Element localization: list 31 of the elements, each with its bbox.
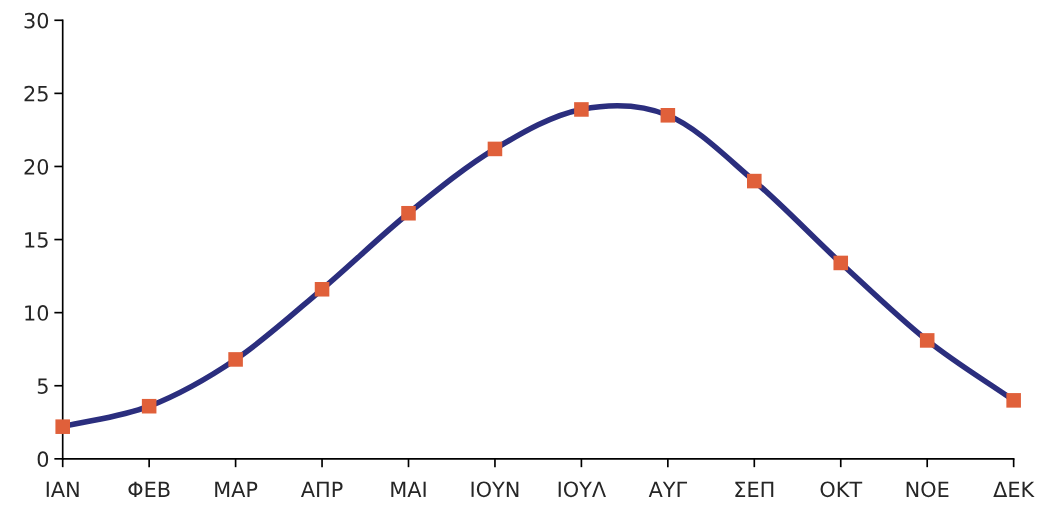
point	[55, 419, 70, 434]
point	[487, 141, 503, 157]
point	[833, 255, 849, 271]
x-tick-label: ΜΑΙ	[391, 481, 426, 497]
point	[401, 205, 416, 221]
y-tick-label: 5	[37, 378, 48, 394]
y-tick-label: 20	[24, 158, 49, 175]
x-tick-label: ΔΕΚ	[993, 481, 1035, 497]
x-tick-label: ΣΕΠ	[735, 481, 774, 497]
point	[228, 352, 243, 367]
x-tick-label: ΙΟΥΝ	[471, 481, 519, 498]
x-tick-label: ΙΑΝ	[46, 481, 79, 497]
point	[660, 108, 676, 123]
x-tick-label: ΙΟΥΛ	[558, 481, 606, 498]
x-tick-label: ΝΟΕ	[906, 481, 949, 498]
y-tick-label: 10	[25, 305, 49, 321]
point	[747, 173, 762, 189]
point	[919, 333, 935, 348]
y-tick-label: 25	[24, 85, 48, 102]
y-tick-label: 15	[25, 232, 48, 248]
y-tick-label: 30	[24, 12, 49, 29]
x-tick-label: ΑΠΡ	[300, 481, 343, 497]
x-tick-label: ΦΕΒ	[128, 481, 170, 497]
point	[314, 281, 330, 297]
point	[574, 102, 589, 117]
y-tick-label: 0	[37, 451, 49, 468]
point	[1006, 393, 1021, 408]
x-tick-label: ΜΑΡ	[215, 481, 258, 497]
x-tick-label: ΑΥΓ	[648, 481, 688, 497]
x-tick-label: ΟΚΤ	[820, 481, 863, 498]
point	[141, 398, 157, 414]
